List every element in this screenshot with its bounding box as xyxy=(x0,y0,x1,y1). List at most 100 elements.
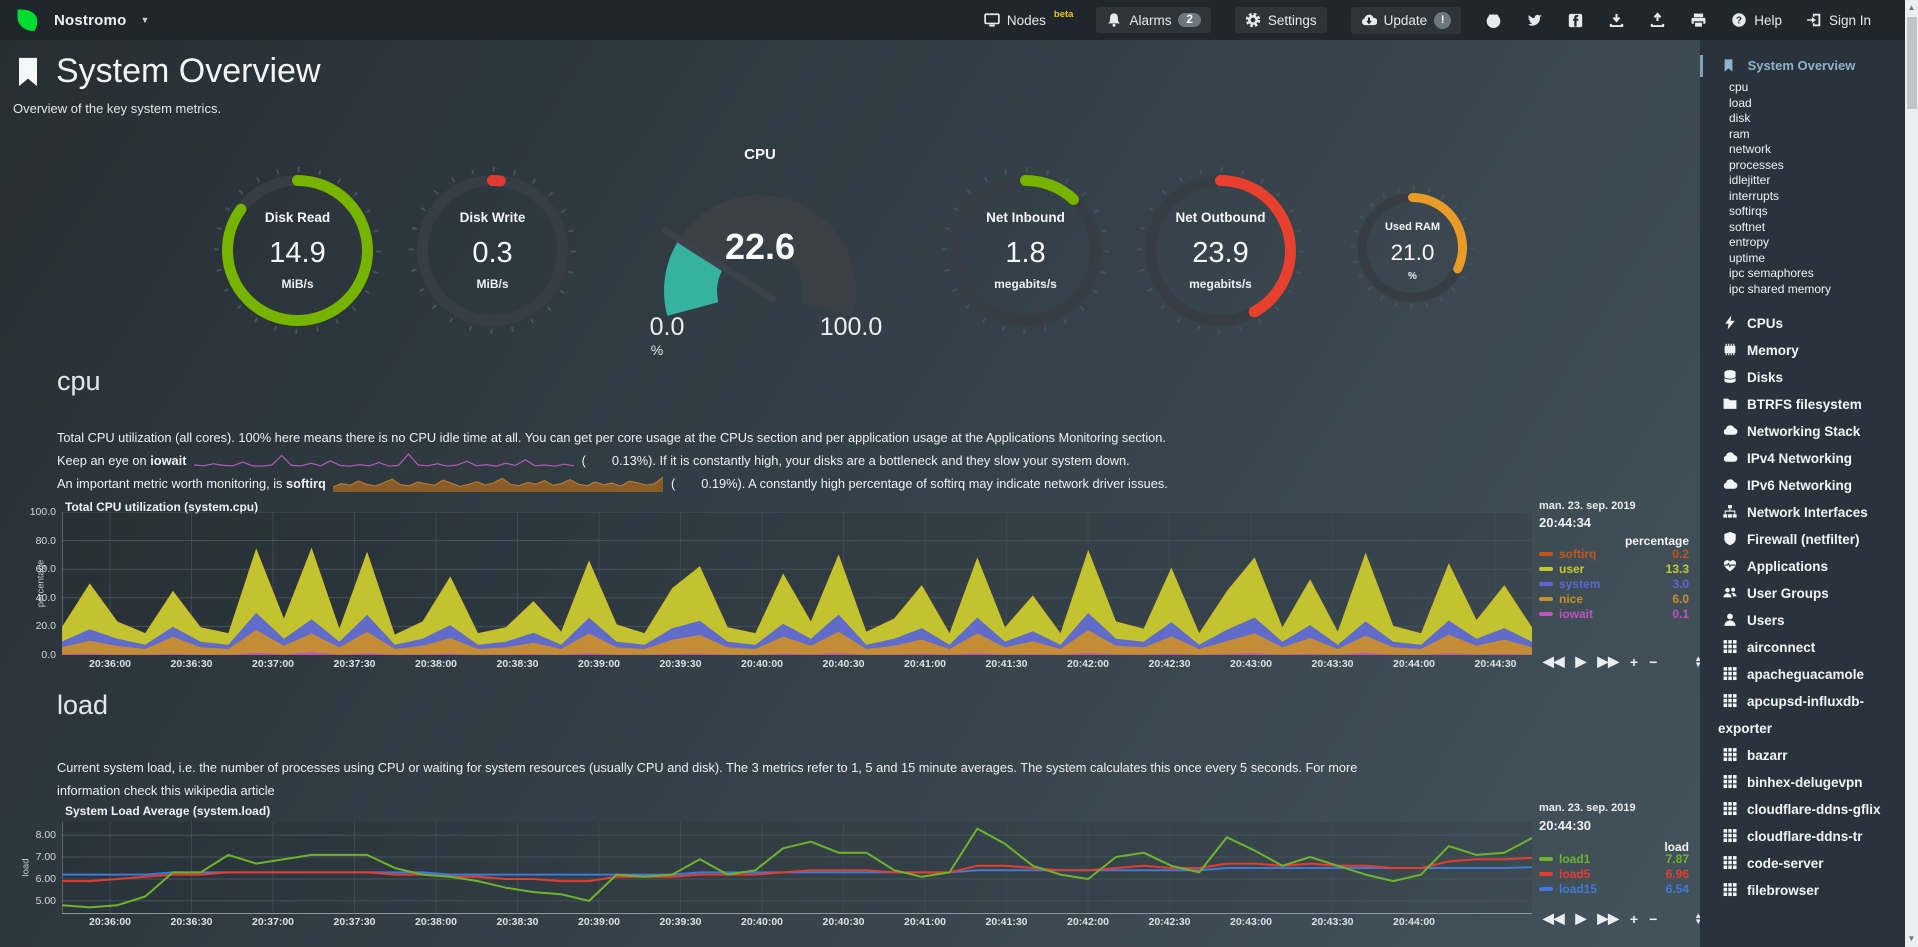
sidebar-item-users[interactable]: Users xyxy=(1700,607,1905,634)
sidebar-subitems: cpu load disk ram network processes idlejitter… xyxy=(1700,80,1905,297)
browser-scrollbar[interactable]: ▲ ▼ xyxy=(1905,0,1918,947)
sidebar-subitem-cpu[interactable]: cpu xyxy=(1729,80,1749,94)
scrollbar-down-icon[interactable]: ▼ xyxy=(1907,934,1916,943)
load-chart[interactable]: System Load Average (system.load) man. 23… xyxy=(15,798,1705,947)
zoom-out-button[interactable]: − xyxy=(1649,910,1658,927)
sidebar-item-cpus[interactable]: CPUs xyxy=(1700,310,1905,337)
cpu-desc-line3: An important metric worth monitoring, is… xyxy=(57,476,1168,492)
y-tick-label: 100.0 xyxy=(29,506,56,518)
bookmark-icon xyxy=(1722,59,1735,72)
twitter-icon[interactable] xyxy=(1526,12,1543,29)
sidebar-item-bazarr[interactable]: bazarr xyxy=(1700,742,1905,769)
github-icon[interactable] xyxy=(1485,12,1502,29)
pan-forward-button[interactable]: ▶▶ xyxy=(1597,653,1619,669)
y-tick-label: 60.0 xyxy=(35,563,56,576)
legend-row-load5[interactable]: load5 6.96 xyxy=(1539,867,1689,881)
sidebar-item-networking-stack[interactable]: Networking Stack xyxy=(1700,418,1905,445)
pan-backward-button[interactable]: ◀◀ xyxy=(1543,653,1565,669)
legend-row-user[interactable]: user 13.3 xyxy=(1539,562,1689,576)
x-tick-label: 20:37:00 xyxy=(251,916,295,928)
gauge-disk-read[interactable]: Disk Read 14.9 MiB/s xyxy=(205,158,390,348)
sidebar-item-system-overview[interactable]: System Overview xyxy=(1700,54,1905,78)
update-button[interactable]: Update ! xyxy=(1350,6,1462,34)
sidebar-item-firewall-netfilter-[interactable]: Firewall (netfilter) xyxy=(1700,526,1905,553)
legend-row-load1[interactable]: load1 7.87 xyxy=(1539,852,1689,866)
wikipedia-link[interactable]: wikipedia article xyxy=(184,783,275,798)
sidebar-item-network-interfaces[interactable]: Network Interfaces xyxy=(1700,499,1905,526)
legend-row-load15[interactable]: load15 6.54 xyxy=(1539,882,1689,896)
gauge-cpu[interactable]: CPU 22.6 0.0% 100.0 xyxy=(605,146,915,360)
sidebar-item-binhex-delugevpn[interactable]: binhex-delugevpn xyxy=(1700,769,1905,796)
legend-row-nice[interactable]: nice 6.0 xyxy=(1539,592,1689,606)
sidebar-item-cloudflare-ddns-tr[interactable]: cloudflare-ddns-tr xyxy=(1700,823,1905,850)
sidebar-subitem-softirqs[interactable]: softirqs xyxy=(1729,204,1768,218)
legend-series-value: 7.87 xyxy=(1665,852,1689,866)
zoom-in-button[interactable]: + xyxy=(1629,653,1639,670)
legend-series-value: 0.2 xyxy=(1672,547,1689,561)
legend-series-name: nice xyxy=(1559,592,1584,606)
settings-button[interactable]: Settings xyxy=(1234,7,1327,33)
sidebar-subitem-interrupts[interactable]: interrupts xyxy=(1729,188,1780,203)
scrollbar-thumb[interactable] xyxy=(1906,17,1917,109)
sidebar-subitem-entropy[interactable]: entropy xyxy=(1729,235,1770,249)
x-tick-label: 20:40:30 xyxy=(822,658,865,670)
x-tick-label: 20:38:30 xyxy=(496,658,539,670)
sidebar-menu: System Overview cpu load disk ram network pro… xyxy=(1700,40,1905,947)
legend-row-softirq[interactable]: softirq 0.2 xyxy=(1539,547,1689,561)
resize-handle[interactable]: ▲ ▼ xyxy=(1694,911,1713,925)
help-button[interactable]: ? Help xyxy=(1731,12,1782,28)
sidebar-item-memory[interactable]: Memory xyxy=(1700,337,1905,364)
pan-forward-button[interactable]: ▶▶ xyxy=(1597,910,1619,926)
signin-button[interactable]: Sign In xyxy=(1806,12,1871,28)
sidebar-item-disks[interactable]: Disks xyxy=(1700,364,1905,391)
download-icon[interactable] xyxy=(1608,12,1625,29)
plot-area[interactable] xyxy=(62,512,1532,655)
sidebar-item-apcupsd-influxdb-exporter[interactable]: apcupsd-influxdb-exporter xyxy=(1718,694,1864,736)
sidebar-subitem-disk[interactable]: disk xyxy=(1729,111,1751,125)
sidebar-subitem-processes[interactable]: processes xyxy=(1729,157,1784,172)
gauge-used-ram[interactable]: Used RAM 21.0% xyxy=(1345,180,1480,320)
legend-row-system[interactable]: system 3.0 xyxy=(1539,577,1689,591)
sidebar-item-ipv6-networking[interactable]: IPv6 Networking xyxy=(1700,472,1905,499)
gauge-net-outbound[interactable]: Net Outbound 23.9 megabits/s xyxy=(1128,158,1313,348)
sidebar-subitem-load[interactable]: load xyxy=(1729,95,1752,110)
facebook-icon[interactable] xyxy=(1567,12,1584,29)
sidebar-item-cloudflare-ddns-gflix[interactable]: cloudflare-ddns-gflix xyxy=(1700,796,1905,823)
sidebar-subitem-softnet[interactable]: softnet xyxy=(1729,219,1766,234)
sidebar-item-filebrowser[interactable]: filebrowser xyxy=(1700,877,1905,904)
sidebar-item-applications[interactable]: Applications xyxy=(1700,553,1905,580)
sidebar-subitem-network[interactable]: network xyxy=(1729,142,1772,156)
pan-backward-button[interactable]: ◀◀ xyxy=(1543,910,1565,926)
alarms-button[interactable]: Alarms 2 xyxy=(1096,7,1211,33)
grid-icon xyxy=(1722,855,1738,870)
sidebar-item-apacheguacamole[interactable]: apacheguacamole xyxy=(1700,661,1905,688)
sidebar-subitem-ram[interactable]: ram xyxy=(1729,126,1750,141)
zoom-out-button[interactable]: − xyxy=(1649,653,1658,670)
sidebar-item-airconnect[interactable]: airconnect xyxy=(1700,634,1905,661)
chart-toolbar: ◀◀ ▶ ▶▶ + − ▲ ▼ xyxy=(1543,653,1724,670)
plot-area[interactable] xyxy=(62,822,1532,914)
play-button[interactable]: ▶ xyxy=(1575,653,1587,669)
sidebar-subitem-idlejitter[interactable]: idlejitter xyxy=(1729,173,1771,187)
cpu-chart[interactable]: Total CPU utilization (system.cpu) man. 2… xyxy=(15,498,1705,680)
legend-row-iowait[interactable]: iowait 0.1 xyxy=(1539,607,1689,621)
play-button[interactable]: ▶ xyxy=(1575,910,1587,926)
gauge-net-inbound[interactable]: Net Inbound 1.8 megabits/s xyxy=(933,158,1118,348)
sidebar-item-btrfs-filesystem[interactable]: BTRFS filesystem xyxy=(1700,391,1905,418)
sidebar-subitem-ipc-shared-memory[interactable]: ipc shared memory xyxy=(1729,281,1832,296)
node-selector[interactable]: Nostromo ▼ xyxy=(0,6,149,34)
scrollbar-up-icon[interactable]: ▲ xyxy=(1907,3,1916,12)
nodes-button[interactable]: Nodes beta xyxy=(984,9,1073,28)
gear-icon xyxy=(1245,12,1261,28)
sidebar-item-code-server[interactable]: code-server xyxy=(1700,850,1905,877)
print-icon[interactable] xyxy=(1690,12,1707,29)
sidebar-item-ipv4-networking[interactable]: IPv4 Networking xyxy=(1700,445,1905,472)
sidebar-subitem-uptime[interactable]: uptime xyxy=(1729,250,1766,265)
resize-handle[interactable]: ▲ ▼ xyxy=(1694,654,1713,668)
zoom-in-button[interactable]: + xyxy=(1629,910,1639,927)
upload-icon[interactable] xyxy=(1649,11,1666,29)
bell-icon xyxy=(1106,12,1122,28)
gauge-disk-write[interactable]: Disk Write 0.3 MiB/s xyxy=(400,158,585,348)
sidebar-item-user-groups[interactable]: User Groups xyxy=(1700,580,1905,607)
sidebar-subitem-ipc-semaphores[interactable]: ipc semaphores xyxy=(1729,266,1814,280)
